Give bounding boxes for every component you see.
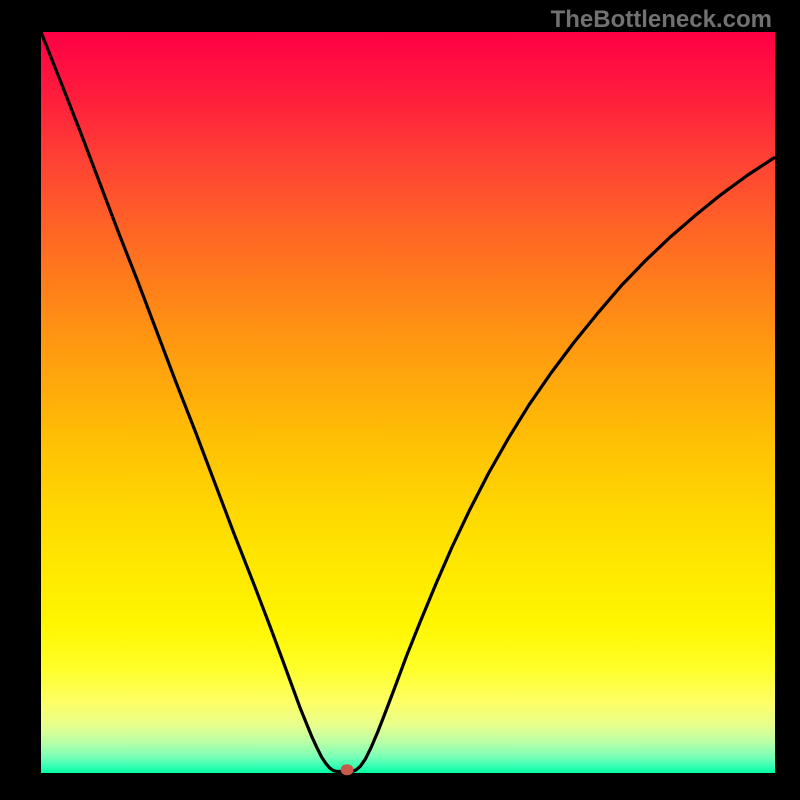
bottleneck-curve-chart bbox=[41, 32, 775, 773]
bottleneck-curve bbox=[41, 32, 775, 772]
minimum-marker bbox=[341, 764, 354, 775]
chart-container: { "canvas": { "width": 800, "height": 80… bbox=[0, 0, 800, 800]
watermark-text: TheBottleneck.com bbox=[551, 6, 772, 34]
